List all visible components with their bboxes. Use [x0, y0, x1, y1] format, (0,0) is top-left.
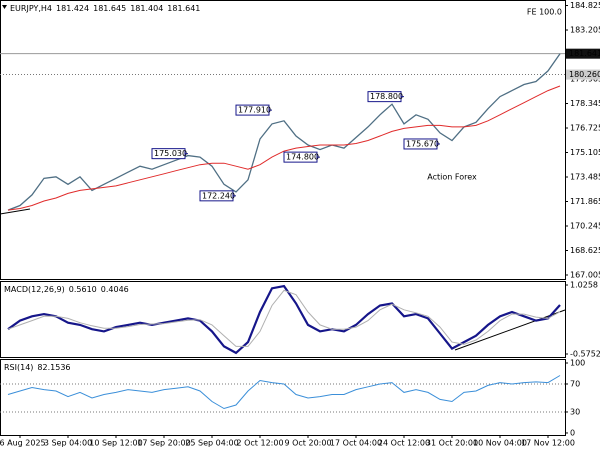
y-tick-label: 183.205: [570, 26, 600, 35]
header-value: 82.1536: [37, 363, 70, 372]
panel-header: RSI(14) 82.1536: [4, 363, 71, 372]
header-value: 181.424: [56, 4, 89, 13]
y-tick-label: 184.825: [570, 1, 600, 10]
y-tick-label: 170.245: [570, 222, 600, 231]
annotation-label: 175.670: [406, 139, 439, 148]
y-tick-label: 30: [570, 407, 580, 416]
y-tick-label: 167.005: [570, 271, 600, 280]
level-box: [566, 69, 600, 80]
macd-panel: [0, 281, 566, 358]
y-tick-label: 173.485: [570, 173, 600, 182]
rsi-panel: [0, 359, 566, 436]
y-tick-label: 171.865: [570, 197, 600, 206]
header-title: RSI(14): [4, 363, 33, 372]
x-tick-label: 2 Oct 12:00: [236, 439, 283, 448]
annotation-label: 172.240: [202, 191, 235, 200]
header-value: 181.645: [93, 4, 126, 13]
y-tick-label: 70: [570, 379, 580, 388]
annotation-label: 175.030: [154, 149, 187, 158]
x-tick-label: 17 Nov 12:00: [521, 439, 575, 448]
panel-header: MACD(12,26,9) 0.5610 0.4046: [4, 285, 129, 294]
header-value: 0.4046: [101, 285, 129, 294]
panel-header: EURJPY,H4 181.424 181.645 181.404 181.641: [10, 4, 200, 13]
x-tick-label: 25 Sep 04:00: [185, 439, 238, 448]
y-tick-label: 175.105: [570, 148, 600, 157]
level-label: 181.641: [569, 49, 600, 58]
series-line: [7, 289, 561, 347]
x-tick-label: 3 Sep 04:00: [44, 439, 92, 448]
x-tick-label: 10 Sep 12:00: [89, 439, 142, 448]
price-trendline: [0, 208, 31, 215]
header-value: 181.404: [130, 4, 163, 13]
x-tick-label: 9 Oct 20:00: [284, 439, 331, 448]
header-title: MACD(12,26,9): [4, 285, 65, 294]
x-tick-label: 17 Oct 04:00: [330, 439, 382, 448]
y-tick-label: 1.0258: [570, 281, 598, 290]
header-value: 0.5610: [69, 285, 97, 294]
series-line: [7, 375, 561, 410]
x-tick-label: 31 Oct 20:00: [426, 439, 478, 448]
x-tick-label: 17 Sep 20:00: [137, 439, 190, 448]
y-tick-label: 100: [570, 358, 585, 367]
price-panel: [0, 0, 566, 280]
series-line: [7, 53, 561, 211]
annotation-label: 178.800: [370, 92, 403, 101]
macd-trendline: [454, 309, 566, 351]
series-line: [7, 85, 561, 211]
header-title: EURJPY,H4: [10, 4, 52, 13]
y-tick-label: 0: [570, 428, 575, 437]
x-tick-label: 24 Oct 12:00: [378, 439, 430, 448]
y-tick-label: -0.5752: [570, 349, 600, 358]
fe-label: FE 100.0: [527, 8, 562, 17]
y-tick-label: 176.725: [570, 124, 600, 133]
y-tick-label: 168.625: [570, 246, 600, 255]
series-line: [7, 284, 561, 355]
watermark: Action Forex: [427, 173, 477, 182]
x-tick-label: 10 Nov 04:00: [473, 439, 527, 448]
header-arrow: [2, 5, 7, 9]
x-tick-label: 26 Aug 2025: [0, 439, 46, 448]
annotation-label: 177.910: [238, 106, 271, 115]
header-value: 181.641: [167, 4, 200, 13]
y-tick-label: 178.345: [570, 99, 600, 108]
level-label: 180.260: [569, 70, 600, 79]
level-box: [566, 48, 600, 59]
annotation-label: 174.800: [286, 153, 319, 162]
